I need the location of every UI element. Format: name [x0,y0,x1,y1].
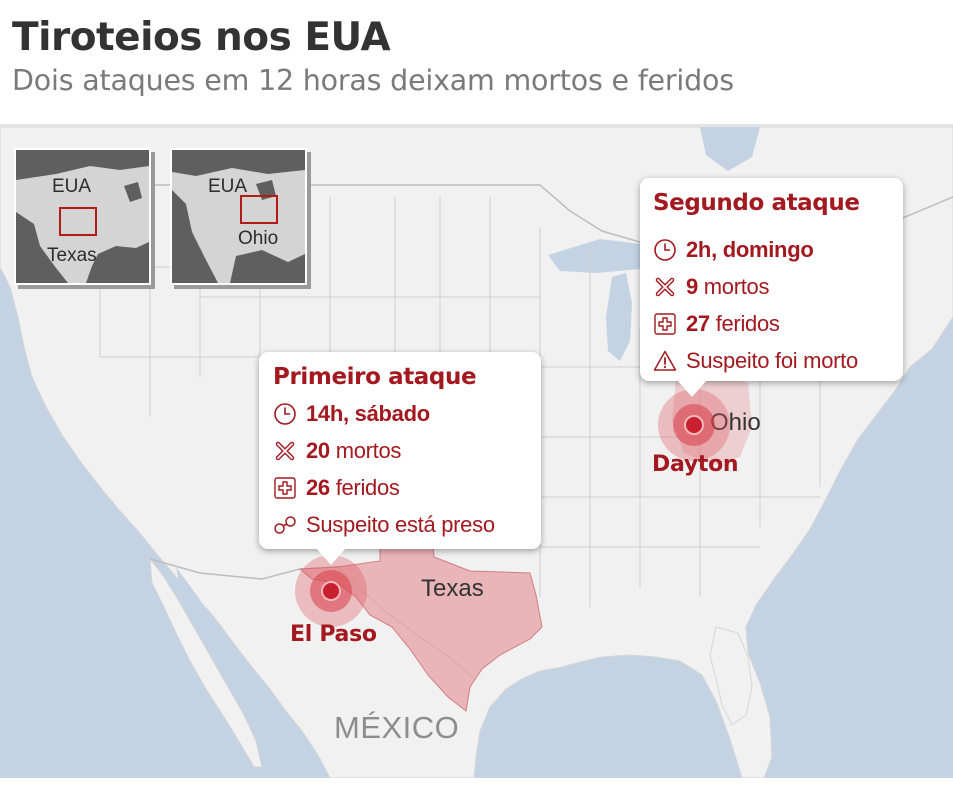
second-attack-time: 2h, domingo [686,237,814,262]
first-attack-deaths-row: 20 mortos [273,438,401,464]
first-attack-time-row: 14h, sábado [273,401,430,427]
inset-ohio-map [172,150,305,283]
inset-ohio: EUA Ohio [170,148,307,285]
header-divider [0,124,953,127]
first-attack-suspect: Suspeito está preso [306,512,495,537]
second-attack-suspect: Suspeito foi morto [686,348,858,373]
inset-texas-state-label: Texas [47,245,97,266]
inset-texas-map [16,150,149,283]
clock-icon [654,239,676,261]
el-paso-label: El Paso [290,622,377,647]
first-attack-heading: Primeiro ataque [273,364,477,390]
second-attack-heading: Segundo ataque [653,190,860,216]
first-attack-deaths: 20 mortos [306,438,402,463]
second-attack-injured-row: 27 feridos [653,311,780,337]
x-icon [275,441,295,461]
inset-texas-country-label: EUA [52,176,92,197]
inset-ohio-country-label: EUA [208,176,248,197]
first-attack-injured-row: 26 feridos [273,475,400,501]
first-attack-callout-pointer [316,548,346,565]
first-attack-time: 14h, sábado [306,401,430,426]
inset-ohio-highlight-box [240,195,278,224]
inset-texas-highlight-box [59,207,97,236]
map-panel: EUA Texas EUA Ohio Texas Ohio MÉXICO El … [0,127,953,778]
inset-texas: EUA Texas [14,148,151,285]
clock-icon [274,403,296,425]
second-attack-time-row: 2h, domingo [653,237,814,263]
second-attack-callout: Segundo ataque 2h, domingo 9 mortos 27 f… [640,178,903,381]
lake-superior [548,239,668,273]
handcuffs-icon [274,516,296,534]
warning-icon [653,350,677,371]
plus-icon [654,313,676,335]
ohio-map-label: Ohio [710,409,761,436]
first-attack-injured: 26 feridos [306,475,400,500]
second-attack-injured: 27 feridos [686,311,780,336]
first-attack-suspect-row: Suspeito está preso [273,512,495,538]
inset-ohio-state-label: Ohio [238,228,279,249]
x-icon [655,277,675,297]
footer-strip [0,778,953,786]
second-attack-suspect-row: Suspeito foi morto [653,348,858,374]
plus-icon [274,477,296,499]
second-attack-callout-pointer [677,380,707,397]
page-subtitle: Dois ataques em 12 horas deixam mortos e… [12,64,734,97]
texas-map-label: Texas [421,575,484,602]
mexico-map-label: MÉXICO [334,710,460,745]
second-attack-deaths: 9 mortos [686,274,770,299]
second-attack-deaths-row: 9 mortos [653,274,769,300]
first-attack-callout: Primeiro ataque 14h, sábado 20 mortos 26… [259,352,541,549]
dayton-label: Dayton [652,452,739,477]
page-title: Tiroteios nos EUA [12,15,391,60]
lake-michigan [606,273,632,361]
